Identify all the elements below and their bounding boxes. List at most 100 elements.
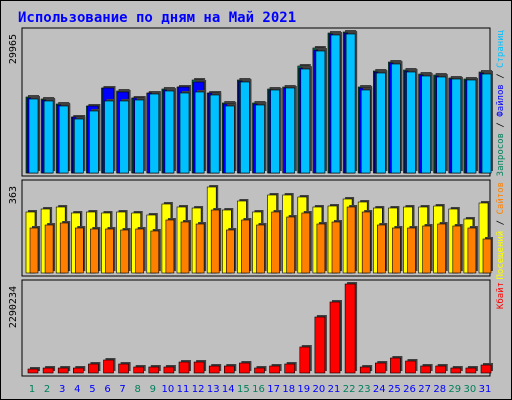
bar-middle-2-day-17-face [271, 211, 280, 274]
bar-middle-2-day-26 [407, 226, 418, 274]
day-label-6: 6 [104, 384, 110, 395]
bar-top-3-day-2-face [43, 100, 54, 174]
day-label-25: 25 [388, 384, 401, 395]
legend-item-middle-1: Посещений [496, 231, 506, 280]
bar-bottom-1-day-24-face [374, 362, 386, 374]
bar-top-3-day-23-face [360, 89, 371, 174]
side-legend-top: Запросов / Файлов / Страниц [496, 30, 506, 176]
bar-middle-2-day-16 [256, 223, 267, 274]
day-axis-labels: 1 2 3 4 5 6 7 8 9 10 11 12 13 14 15 16 17 18 19 20 21 22 23 24 2… [29, 384, 492, 395]
day-label-3: 3 [59, 384, 65, 395]
bar-top-3-day-20-face [315, 50, 326, 174]
bar-middle-2-day-27 [422, 224, 433, 274]
bar-bottom-1-day-24 [374, 361, 388, 374]
bar-top-3-day-22-face [345, 33, 356, 174]
day-label-11: 11 [177, 384, 190, 395]
bar-top-3-day-4 [74, 117, 86, 174]
bar-bottom-1-day-25-face [390, 357, 401, 374]
legend-item-top-1: Запросов [496, 133, 506, 176]
bar-bottom-1-day-14 [224, 364, 237, 374]
bar-middle-2-day-28 [437, 222, 448, 274]
legend-separator: / [496, 68, 506, 84]
chart-title: Использование по дням на Май 2021 [18, 10, 296, 26]
bar-top-3-day-18-face [285, 87, 296, 174]
bar-middle-2-day-16-face [256, 224, 265, 274]
bar-middle-2-day-12-face [195, 223, 205, 274]
bar-top-3-day-8 [134, 98, 146, 174]
bar-bottom-1-day-4 [73, 366, 86, 374]
bar-top-3-day-31 [481, 72, 493, 174]
bar-bottom-1-day-5-face [88, 363, 99, 374]
side-legend-middle: Посещений / Сайтов [496, 182, 506, 280]
bar-bottom-1-day-20 [314, 315, 327, 374]
bar-middle-2-day-14 [226, 228, 237, 274]
bar-top-3-day-11 [179, 91, 191, 174]
bar-middle-2-day-27-face [422, 225, 431, 274]
bar-middle-2-day-2 [44, 223, 56, 274]
bar-bottom-1-day-7 [118, 362, 131, 374]
legend-item-bottom-1: Кбайт [495, 282, 506, 309]
panel-bottom-bars [27, 282, 493, 374]
bar-bottom-1-day-13 [208, 364, 222, 374]
bar-middle-2-day-18 [286, 215, 297, 274]
bar-top-3-day-3-face [58, 105, 69, 174]
bar-middle-2-day-22 [346, 205, 358, 274]
bar-middle-2-day-5-face [90, 228, 99, 274]
bar-bottom-1-day-12 [193, 360, 207, 374]
bar-middle-2-day-1 [29, 226, 40, 274]
bar-top-3-day-8-face [134, 99, 144, 174]
bar-top-3-day-3 [58, 104, 71, 174]
bar-top-3-day-23 [360, 88, 373, 174]
legend-separator: / [496, 117, 506, 133]
bar-top-3-day-14 [225, 104, 237, 174]
day-label-30: 30 [464, 384, 477, 395]
bar-middle-2-day-4-face [75, 227, 84, 274]
bar-bottom-1-day-12-face [193, 361, 205, 374]
bar-middle-2-day-6 [105, 227, 116, 274]
bar-bottom-1-day-17 [269, 364, 282, 374]
day-label-26: 26 [403, 384, 416, 395]
bar-middle-2-day-22-face [346, 206, 356, 274]
bar-bottom-1-day-18 [284, 362, 297, 374]
bar-middle-2-day-17 [271, 210, 282, 274]
bar-bottom-1-day-7-face [118, 363, 129, 374]
day-label-22: 22 [343, 384, 356, 395]
bar-bottom-1-day-17-face [269, 365, 280, 374]
bar-middle-2-day-10-face [165, 219, 175, 274]
day-label-27: 27 [418, 384, 431, 395]
bar-middle-2-day-23 [361, 210, 373, 274]
bar-top-3-day-22 [345, 32, 358, 174]
bar-middle-2-day-20 [316, 222, 327, 274]
bar-bottom-1-day-28 [435, 364, 448, 374]
bar-top-3-day-26 [406, 70, 418, 174]
day-label-2: 2 [44, 384, 50, 395]
bar-top-3-day-5-face [89, 110, 99, 174]
bar-bottom-1-day-15 [239, 361, 252, 374]
bar-bottom-1-day-11-face [178, 361, 190, 374]
bar-bottom-1-day-29-face [450, 367, 462, 374]
legend-item-middle-2: Сайтов [496, 182, 506, 215]
day-label-8: 8 [135, 384, 141, 395]
y-max-label-middle: 363 [8, 186, 19, 204]
bar-middle-2-day-2-face [44, 224, 54, 274]
bar-top-3-day-25 [391, 62, 403, 174]
bar-top-3-day-21 [330, 33, 342, 174]
bar-top-3-day-1-face [28, 98, 39, 174]
side-legend-bottom: Кбайт [495, 282, 506, 309]
bar-top-3-day-15-face [240, 81, 250, 174]
bar-middle-2-day-19 [301, 211, 312, 274]
bar-middle-2-day-19-face [301, 212, 311, 274]
bar-top-3-day-12 [194, 90, 207, 174]
bar-middle-2-day-14-face [226, 229, 235, 274]
day-label-18: 18 [282, 384, 295, 395]
panel-top-side-legend: Запросов / Файлов / Страниц [496, 30, 506, 176]
bar-middle-2-day-9 [150, 229, 161, 274]
day-label-20: 20 [313, 384, 326, 395]
bar-top-3-day-26-face [406, 71, 416, 174]
day-label-24: 24 [373, 384, 386, 395]
bar-top-3-day-29-face [451, 78, 462, 174]
day-label-13: 13 [207, 384, 220, 395]
legend-item-top-3: Страниц [496, 30, 506, 68]
bar-top-3-day-10-face [164, 90, 175, 174]
